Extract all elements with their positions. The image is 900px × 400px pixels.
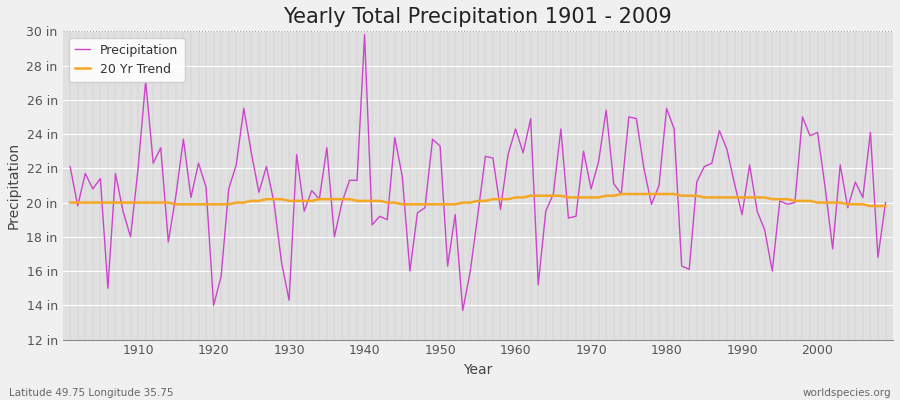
Legend: Precipitation, 20 Yr Trend: Precipitation, 20 Yr Trend (69, 38, 184, 82)
Precipitation (457, 308, 468, 313)
20 Yr Trend (601, 193, 612, 198)
20 Yr Trend (65, 200, 76, 205)
Precipitation (616, 192, 626, 196)
Line: 20 Yr Trend: 20 Yr Trend (70, 194, 886, 206)
20 Yr Trend (502, 197, 513, 202)
Line: Precipitation: Precipitation (70, 35, 886, 310)
Y-axis label: Precipitation: Precipitation (7, 142, 21, 229)
Precipitation (292, 152, 302, 157)
Precipitation (125, 234, 136, 239)
Precipitation (518, 150, 528, 155)
20 Yr Trend (125, 200, 136, 205)
Precipitation (337, 200, 347, 205)
Precipitation (526, 116, 536, 121)
20 Yr Trend (880, 204, 891, 208)
Precipitation (880, 200, 891, 205)
20 Yr Trend (616, 192, 626, 196)
Text: worldspecies.org: worldspecies.org (803, 388, 891, 398)
20 Yr Trend (337, 197, 347, 202)
Precipitation (65, 164, 76, 169)
Text: Latitude 49.75 Longitude 35.75: Latitude 49.75 Longitude 35.75 (9, 388, 174, 398)
Precipitation (359, 32, 370, 37)
20 Yr Trend (865, 204, 876, 208)
20 Yr Trend (292, 198, 302, 203)
X-axis label: Year: Year (464, 363, 492, 377)
20 Yr Trend (510, 195, 521, 200)
Title: Yearly Total Precipitation 1901 - 2009: Yearly Total Precipitation 1901 - 2009 (284, 7, 672, 27)
